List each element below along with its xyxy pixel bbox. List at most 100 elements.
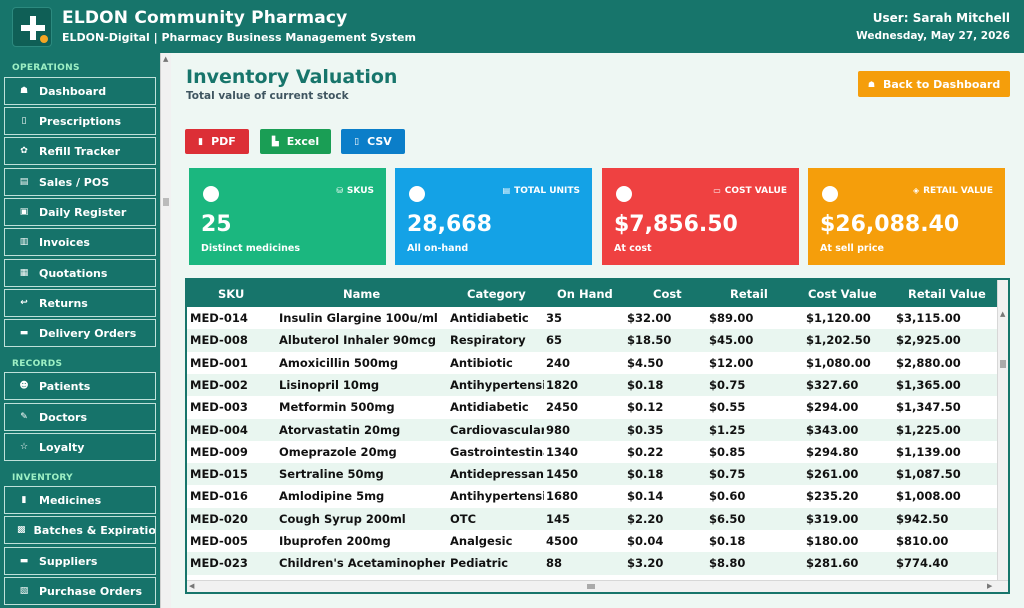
inventory-table: SKU Name Category On Hand Cost Retail Co…	[185, 278, 1010, 594]
sidebar-item-suppliers[interactable]: ▬ Suppliers	[4, 547, 156, 575]
column-header-sku[interactable]: SKU	[218, 287, 245, 301]
cell-retail-value: $810.00	[896, 534, 949, 548]
column-header-retail[interactable]: Retail	[730, 287, 768, 301]
scroll-up-icon[interactable]: ▲	[1000, 310, 1006, 318]
sidebar-item-delivery-orders[interactable]: ▬ Delivery Orders	[4, 319, 156, 347]
quote-icon: ▦	[19, 268, 29, 278]
table-row[interactable]: MED-009 Omeprazole 20mg Gastrointestinal13…	[187, 441, 997, 463]
sidebar-item-returns[interactable]: ↩ Returns	[4, 289, 156, 317]
scroll-up-icon[interactable]: ▲	[163, 55, 169, 63]
cell-sku: MED-015	[190, 467, 248, 482]
star-icon: ☆	[19, 442, 29, 452]
scroll-left-icon[interactable]: ◀	[189, 582, 195, 590]
table-row[interactable]: MED-023 Children's Acetaminophen Pediatric…	[187, 552, 997, 575]
table-row[interactable]: MED-015 Sertraline 50mg Antidepressant 1450…	[187, 463, 997, 486]
table-vertical-scrollbar[interactable]: ▲	[997, 280, 1008, 580]
money-icon: ▭	[713, 186, 721, 195]
column-header-on-hand[interactable]: On Hand	[557, 287, 613, 301]
column-header-retail-value[interactable]: Retail Value	[908, 287, 986, 301]
column-header-category[interactable]: Category	[467, 287, 526, 301]
sidebar-item-patients[interactable]: ☻ Patients	[4, 372, 156, 400]
sidebar-item-medicines[interactable]: ▮ Medicines	[4, 486, 156, 514]
sidebar-item-sales-pos[interactable]: ▤ Sales / POS	[4, 168, 156, 196]
cell-name: Omeprazole 20mg	[279, 444, 397, 459]
column-header-cost[interactable]: Cost	[653, 287, 682, 301]
table-row[interactable]: MED-002 Lisinopril 10mg Antihypertensive18…	[187, 373, 997, 397]
cell-retail: $0.75	[709, 377, 746, 392]
cell-retail-value: $1,365.00	[896, 377, 961, 392]
cell-cost-value: $235.20	[806, 489, 859, 504]
table-row[interactable]: MED-003 Metformin 500mg Antidiabetic 2450 $0…	[187, 396, 997, 418]
cell-name: Lisinopril 10mg	[279, 377, 380, 392]
cell-cost: $0.22	[627, 444, 664, 459]
card-circle-icon	[409, 186, 425, 202]
table-row[interactable]: MED-008 Albuterol Inhaler 90mcg Respirator…	[187, 329, 997, 352]
sidebar-item-label: Sales / POS	[39, 175, 110, 189]
stethoscope-icon: ✎	[20, 412, 28, 422]
card-circle-icon	[616, 186, 632, 202]
table-row[interactable]: MED-014 Insulin Glargine 100u/ml Antidiabe…	[187, 307, 997, 329]
cost-value-card: ▭ COST VALUE $7,856.50 At cost	[602, 168, 799, 265]
cell-retail-value: $3,115.00	[896, 311, 961, 325]
column-header-name[interactable]: Name	[343, 287, 381, 301]
total-units-card: ▤ TOTAL UNITS 28,668 All on-hand	[395, 168, 592, 265]
sidebar-item-label: Daily Register	[39, 205, 127, 219]
sidebar-item-prescriptions[interactable]: ▯ Prescriptions	[4, 107, 156, 135]
sidebar-item-doctors[interactable]: ✎ Doctors	[4, 403, 156, 431]
sidebar-item-quotations[interactable]: ▦ Quotations	[4, 259, 156, 287]
export-pdf-button[interactable]: ▮ PDF	[185, 129, 249, 154]
cell-retail-value: $942.50	[896, 511, 949, 526]
refresh-icon: ✿	[20, 146, 28, 156]
back-to-dashboard-button[interactable]: ☗ Back to Dashboard	[858, 71, 1010, 97]
cell-retail-value: $1,139.00	[896, 444, 961, 459]
table-row[interactable]: MED-020 Cough Syrup 200ml OTC 145 $2.20 $6.50…	[187, 507, 997, 530]
table-row[interactable]: MED-001 Amoxicillin 500mg Antibiotic 240 $4.…	[187, 352, 997, 374]
sidebar-item-purchase-orders[interactable]: ▧ Purchase Orders	[4, 577, 156, 605]
table-row[interactable]: MED-016 Amlodipine 5mg Antihypertensive168…	[187, 485, 997, 507]
sidebar-item-refill-tracker[interactable]: ✿ Refill Tracker	[4, 137, 156, 165]
table-horizontal-scrollbar[interactable]: ◀ ▶	[187, 580, 1008, 592]
sidebar-scrollbar[interactable]: ▲	[160, 53, 171, 608]
cell-name: Insulin Glargine 100u/ml	[279, 311, 438, 325]
cell-cost-value: $281.60	[806, 556, 859, 571]
cell-cost-value: $294.00	[806, 400, 859, 415]
pill-icon: ▮	[21, 495, 27, 505]
card-circle-icon	[203, 186, 219, 202]
scrollbar-thumb[interactable]	[1000, 360, 1006, 368]
cell-retail-value: $774.40	[896, 556, 949, 571]
cell-category: Antidiabetic	[450, 400, 529, 415]
sidebar-item-label: Suppliers	[39, 554, 98, 568]
cell-sku: MED-005	[190, 534, 248, 548]
sidebar-item-batches-expiration[interactable]: ▩ Batches & Expiration	[4, 516, 156, 544]
cell-retail: $89.00	[709, 311, 754, 325]
scrollbar-thumb[interactable]	[163, 198, 169, 206]
cell-sku: MED-008	[190, 333, 248, 348]
cell-cost: $3.20	[627, 556, 664, 571]
cell-on-hand: 4500	[546, 534, 579, 548]
sidebar-item-label: Loyalty	[39, 440, 85, 454]
cell-name: Sertraline 50mg	[279, 467, 384, 482]
export-excel-button[interactable]: ▙ Excel	[260, 129, 331, 154]
sidebar-section-records: RECORDS	[12, 359, 63, 369]
home-icon: ☗	[867, 79, 875, 89]
cell-sku: MED-004	[190, 422, 248, 437]
cell-category: Antihypertensive	[450, 377, 544, 392]
page-subtitle: Total value of current stock	[186, 90, 349, 102]
sidebar-item-loyalty[interactable]: ☆ Loyalty	[4, 433, 156, 461]
home-icon: ☗	[19, 86, 29, 96]
cell-retail: $0.75	[709, 467, 746, 482]
sidebar-item-daily-register[interactable]: ▣ Daily Register	[4, 198, 156, 226]
invoice-icon: ▥	[19, 237, 29, 247]
scroll-right-icon[interactable]: ▶	[987, 582, 993, 590]
cell-on-hand: 240	[546, 355, 571, 370]
table-row[interactable]: MED-004 Atorvastatin 20mg Cardiovascular 98…	[187, 418, 997, 441]
sidebar-item-dashboard[interactable]: ☗ Dashboard	[4, 77, 156, 105]
scrollbar-thumb[interactable]	[587, 584, 595, 589]
cell-on-hand: 88	[546, 556, 563, 571]
cell-cost: $0.18	[627, 377, 664, 392]
export-csv-button[interactable]: ▯ CSV	[341, 129, 405, 154]
column-header-cost-value[interactable]: Cost Value	[808, 287, 877, 301]
sidebar-item-invoices[interactable]: ▥ Invoices	[4, 228, 156, 256]
table-row[interactable]: MED-005 Ibuprofen 200mg Analgesic 4500 $0.04…	[187, 530, 997, 552]
cell-cost-value: $294.80	[806, 444, 859, 459]
